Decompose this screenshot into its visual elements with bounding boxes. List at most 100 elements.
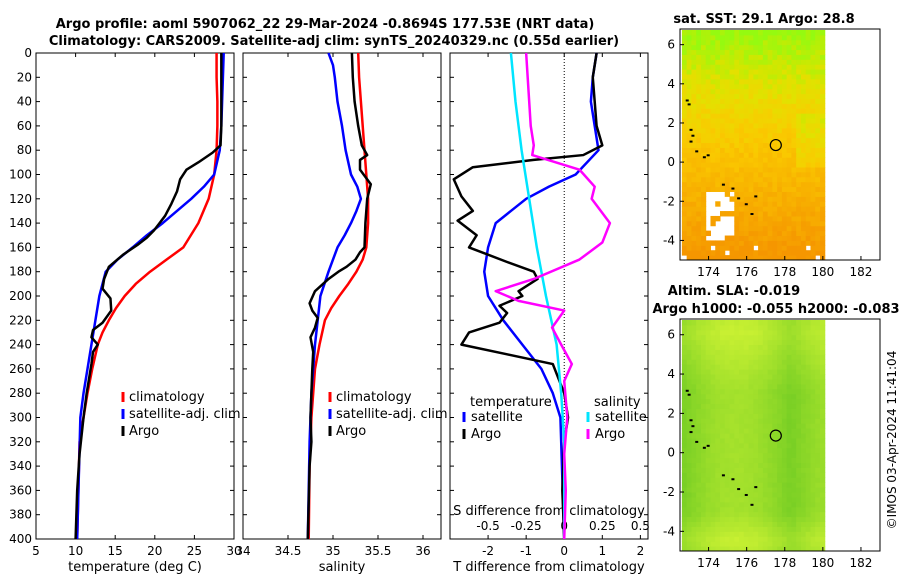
heatmap-cell [767,339,773,346]
heatmap-cell [700,39,707,46]
heatmap-cell [691,74,697,80]
heatmap-cell [743,388,750,395]
heatmap-cell [772,54,778,60]
heatmap-cell [743,408,750,414]
heatmap-cell [739,122,745,129]
heatmap-cell [748,516,754,523]
heatmap-cell [705,339,711,346]
heatmap-cell [715,245,721,251]
heatmap-cell [705,388,711,395]
heatmap-cell [777,49,783,55]
heatmap-cell [805,447,811,454]
heatmap-cell [720,83,726,90]
heatmap-cell [820,452,826,459]
heatmap-cell [691,255,697,261]
heatmap-cell [820,511,826,518]
heatmap-cell [720,359,726,365]
heatmap-cell [691,39,697,46]
heatmap-cell [815,127,821,134]
heatmap-cell [815,477,821,483]
heatmap-cell [739,339,745,346]
heatmap-cell [696,452,702,459]
heatmap-cell [739,152,745,158]
heatmap-cell [777,201,783,207]
heatmap-cell [758,319,764,326]
heatmap-cell [810,255,816,261]
heatmap-cell [796,122,802,129]
heatmap-cell [729,59,735,65]
heatmap-cell [805,467,811,473]
heatmap-cell [777,319,783,326]
heatmap-cell [753,501,759,508]
heatmap-cell [705,329,711,336]
heatmap-cell [786,324,792,331]
heatmap-cell [810,225,816,232]
heatmap-cell [710,334,716,341]
heatmap-cell [705,492,711,498]
y-tick-label: 120 [9,192,32,206]
heatmap-cell [815,245,821,251]
heatmap-cell [715,398,721,405]
heatmap-cell [767,230,773,237]
heatmap-cell [715,319,721,326]
heatmap-cell [800,437,807,444]
heatmap-cell [743,250,750,256]
heatmap-cell [705,506,711,513]
heatmap-cell [748,122,754,129]
heatmap-cell [691,492,697,498]
heatmap-cell [681,59,688,65]
heatmap-cell [791,211,797,217]
heatmap-cell [815,59,821,65]
heatmap-cell [781,482,788,488]
heatmap-cell [734,98,740,104]
heatmap-cell [720,108,726,114]
heatmap-cell [820,467,826,473]
heatmap-cell [820,49,826,55]
heatmap-cell [762,78,769,85]
heatmap-cell [800,93,807,99]
heatmap-cell [691,526,697,532]
heatmap-cell [815,364,821,370]
heatmap-cell [815,344,821,350]
heatmap-cell [767,388,773,395]
heatmap-cell [686,34,692,41]
heatmap-cell [781,403,788,409]
heatmap-cell [820,541,826,547]
heatmap-cell [753,437,759,444]
heatmap-cell [796,245,802,251]
heatmap-cell [696,118,702,124]
heatmap-cell [724,452,731,459]
heatmap-cell [710,383,716,390]
heatmap-cell [739,245,745,251]
heatmap-cell [686,354,692,360]
heatmap-cell [777,374,783,380]
heatmap-cell [767,64,773,70]
heatmap-cell [758,359,764,365]
heatmap-cell [734,428,740,434]
heatmap-cell [720,344,726,350]
heatmap-cell [805,44,811,51]
heatmap-cell [786,152,792,158]
heatmap-cell [696,334,702,341]
heatmap-cell [705,462,711,468]
heatmap-cell [691,354,697,360]
heatmap-cell [734,118,740,124]
heatmap-cell [681,113,688,119]
heatmap-cell [729,108,735,114]
heatmap-cell [705,162,711,168]
heatmap-cell [715,103,721,109]
secondary-x-tick-label: -0.5 [476,519,499,533]
heatmap-cell [753,255,759,261]
heatmap-cell [805,162,811,168]
heatmap-cell [743,127,750,134]
heatmap-cell [805,230,811,237]
heatmap-cell [820,378,826,385]
heatmap-cell [734,433,740,439]
heatmap-cell [743,122,750,129]
heatmap-cell [681,118,688,124]
heatmap-cell [724,437,731,444]
heatmap-cell [696,215,702,222]
heatmap-cell [710,531,716,537]
heatmap-cell [700,240,707,246]
heatmap-cell [796,349,802,355]
